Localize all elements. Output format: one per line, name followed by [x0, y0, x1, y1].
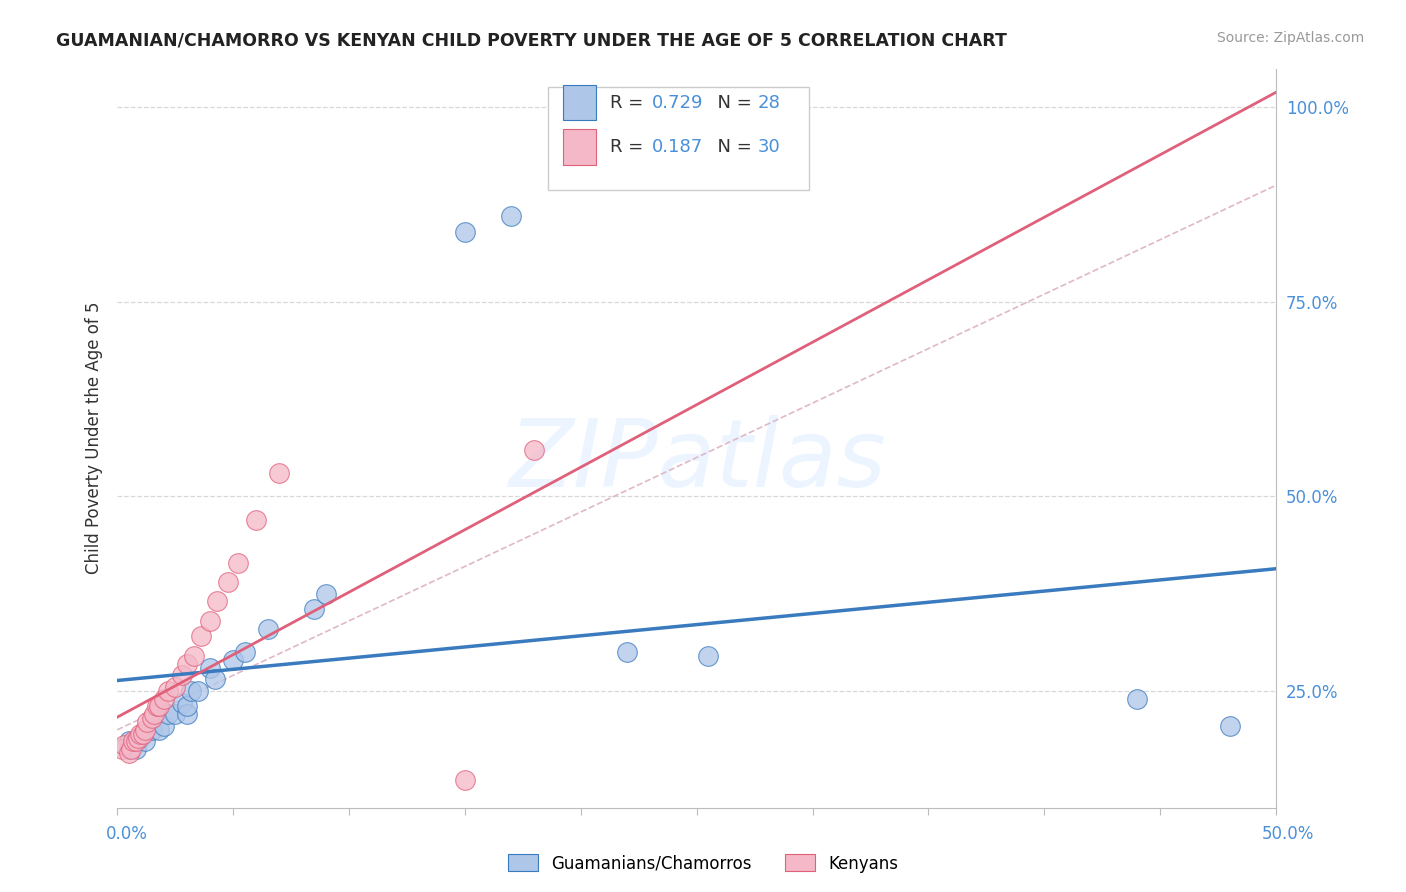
Point [148, 723, 170, 737]
Point [269, 466, 291, 480]
Point [134, 734, 156, 748]
Point [134, 723, 156, 737]
Point [180, 684, 202, 698]
Point [245, 513, 267, 527]
Point [172, 696, 194, 710]
Point [118, 746, 141, 760]
Point [157, 684, 180, 698]
Point [145, 699, 167, 714]
Point [190, 630, 212, 644]
Point [697, 648, 720, 663]
FancyBboxPatch shape [548, 87, 808, 191]
Point [302, 602, 325, 616]
Point [118, 742, 141, 756]
Point [198, 614, 221, 628]
Point [157, 707, 180, 722]
Point [226, 556, 249, 570]
Point [129, 727, 152, 741]
Text: N =: N = [706, 94, 758, 112]
Point [165, 707, 187, 722]
Point [257, 622, 280, 636]
Point [315, 587, 337, 601]
Point [454, 773, 477, 788]
Text: 30: 30 [758, 138, 780, 156]
Point [198, 660, 221, 674]
Legend: Guamanians/Chamorros, Kenyans: Guamanians/Chamorros, Kenyans [501, 847, 905, 880]
Point [141, 711, 163, 725]
Point [118, 734, 141, 748]
Point [222, 653, 245, 667]
Point [616, 645, 638, 659]
Text: ZIPatlas: ZIPatlas [508, 415, 886, 506]
Point [183, 648, 205, 663]
Point [165, 680, 187, 694]
Y-axis label: Child Poverty Under the Age of 5: Child Poverty Under the Age of 5 [86, 301, 103, 574]
Point [176, 699, 198, 714]
Text: 28: 28 [758, 94, 780, 112]
Point [129, 731, 152, 745]
Point [172, 668, 194, 682]
Point [152, 691, 174, 706]
Point [148, 699, 170, 714]
Point [136, 714, 159, 729]
Point [112, 739, 135, 753]
Text: GUAMANIAN/CHAMORRO VS KENYAN CHILD POVERTY UNDER THE AGE OF 5 CORRELATION CHART: GUAMANIAN/CHAMORRO VS KENYAN CHILD POVER… [56, 31, 1007, 49]
FancyBboxPatch shape [564, 85, 596, 120]
Point [111, 742, 134, 756]
Point [501, 210, 523, 224]
Point [125, 742, 148, 756]
FancyBboxPatch shape [564, 129, 596, 165]
Point [187, 684, 209, 698]
Text: Source: ZipAtlas.com: Source: ZipAtlas.com [1216, 31, 1364, 45]
Text: 0.729: 0.729 [651, 94, 703, 112]
Text: N =: N = [706, 138, 758, 156]
Point [523, 442, 546, 457]
Point [127, 731, 149, 745]
Point [122, 734, 145, 748]
Point [131, 727, 153, 741]
Point [141, 723, 163, 737]
Point [176, 707, 198, 722]
Point [152, 719, 174, 733]
Text: 0.0%: 0.0% [105, 825, 148, 843]
Point [1219, 719, 1241, 733]
Text: R =: R = [610, 94, 648, 112]
Point [204, 672, 226, 686]
Point [233, 645, 256, 659]
Point [217, 574, 239, 589]
Point [125, 734, 148, 748]
Point [176, 657, 198, 671]
Text: 0.187: 0.187 [651, 138, 703, 156]
Point [143, 707, 166, 722]
Point [454, 225, 477, 239]
Point [1126, 691, 1149, 706]
Point [205, 594, 228, 608]
Point [120, 742, 142, 756]
Text: 50.0%: 50.0% [1263, 825, 1315, 843]
Text: R =: R = [610, 138, 648, 156]
